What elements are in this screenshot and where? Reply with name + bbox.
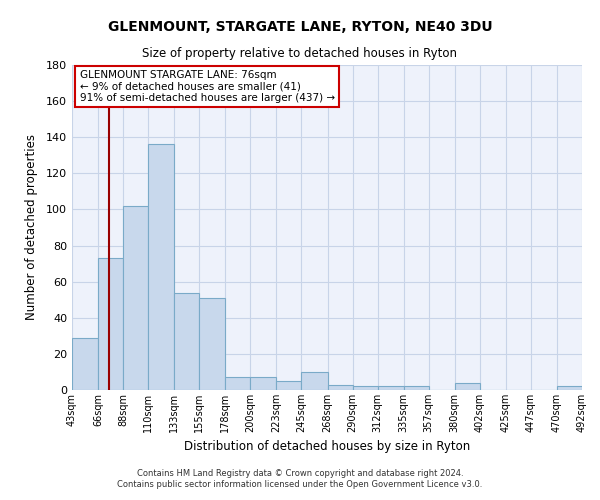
Bar xyxy=(174,292,199,390)
Text: Contains HM Land Registry data © Crown copyright and database right 2024.: Contains HM Land Registry data © Crown c… xyxy=(137,468,463,477)
Bar xyxy=(557,386,582,390)
Bar xyxy=(277,381,301,390)
Bar xyxy=(328,384,353,390)
Bar xyxy=(199,298,226,390)
Y-axis label: Number of detached properties: Number of detached properties xyxy=(25,134,38,320)
Text: Contains public sector information licensed under the Open Government Licence v3: Contains public sector information licen… xyxy=(118,480,482,489)
Text: GLENMOUNT STARGATE LANE: 76sqm
← 9% of detached houses are smaller (41)
91% of s: GLENMOUNT STARGATE LANE: 76sqm ← 9% of d… xyxy=(80,70,335,103)
Bar xyxy=(250,378,277,390)
Bar xyxy=(123,206,148,390)
Bar xyxy=(301,372,328,390)
Bar xyxy=(455,383,480,390)
Bar xyxy=(226,378,250,390)
Text: GLENMOUNT, STARGATE LANE, RYTON, NE40 3DU: GLENMOUNT, STARGATE LANE, RYTON, NE40 3D… xyxy=(107,20,493,34)
Bar xyxy=(353,386,377,390)
X-axis label: Distribution of detached houses by size in Ryton: Distribution of detached houses by size … xyxy=(184,440,470,454)
Bar xyxy=(404,386,428,390)
Bar xyxy=(98,258,123,390)
Text: Size of property relative to detached houses in Ryton: Size of property relative to detached ho… xyxy=(143,48,458,60)
Bar xyxy=(72,338,98,390)
Bar xyxy=(377,386,404,390)
Bar xyxy=(148,144,174,390)
